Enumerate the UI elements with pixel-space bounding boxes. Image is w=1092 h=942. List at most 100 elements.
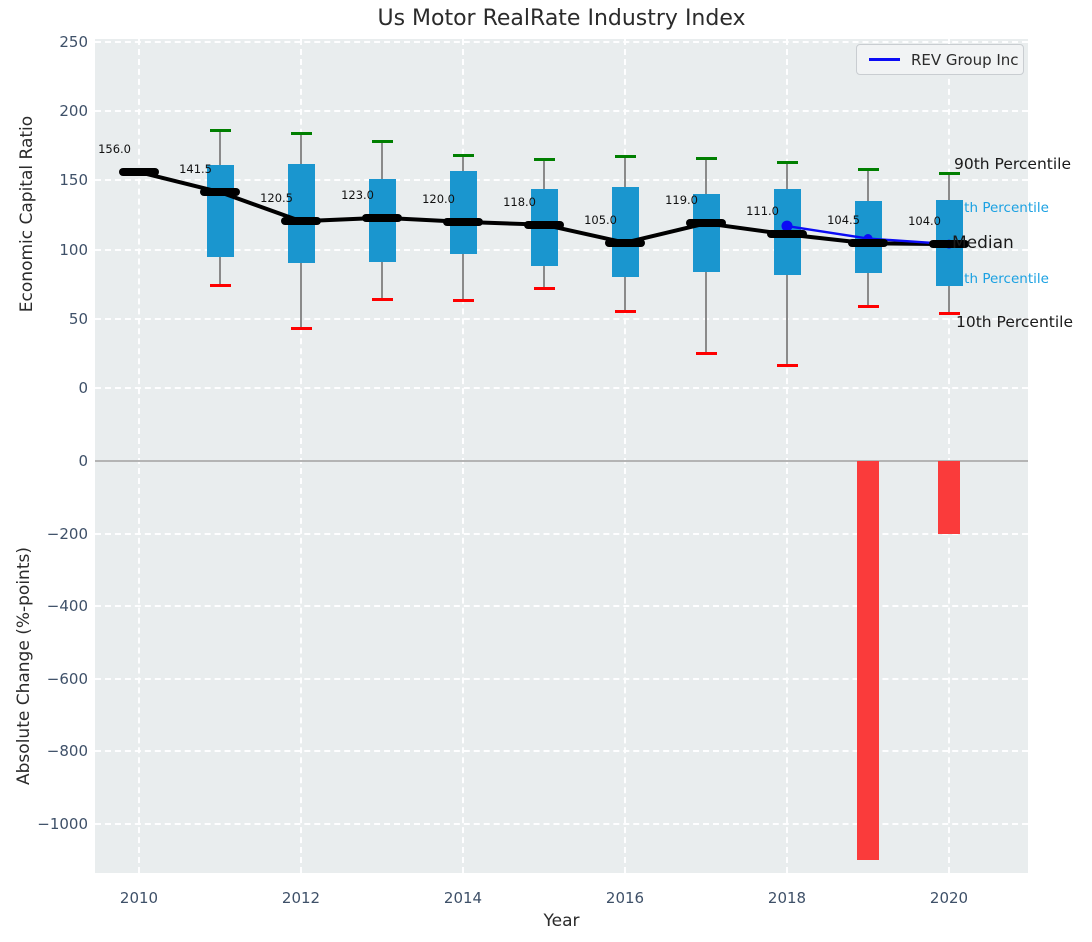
x-tick-2010: 2010 — [119, 889, 159, 907]
median-value-label-2015: 118.0 — [503, 194, 536, 209]
y-tick-bottom--800: −800 — [46, 742, 88, 760]
whisker-cap-high-2020 — [938, 171, 960, 175]
annotation-75th-percentile: 75th Percentile — [947, 200, 1049, 216]
gridline-top-y-0 — [95, 387, 1028, 389]
median-marker-2016 — [605, 238, 645, 247]
gridline-bottom-y--600 — [95, 677, 1028, 680]
whisker-cap-high-2019 — [857, 167, 879, 171]
median-marker-2015 — [524, 220, 564, 229]
gridline-top-y-250 — [95, 41, 1028, 43]
x-tick-2020: 2020 — [929, 889, 969, 907]
bar-2020 — [938, 461, 960, 534]
median-value-label-2014: 120.0 — [422, 191, 455, 206]
annotation-10th-percentile: 10th Percentile — [956, 313, 1074, 331]
y-tick-top-50: 50 — [68, 309, 88, 328]
box-2011 — [206, 165, 234, 257]
median-marker-2014 — [443, 217, 483, 226]
x-tick-2016: 2016 — [605, 889, 645, 907]
whisker-cap-low-2018 — [776, 364, 798, 368]
x-axis-label: Year — [543, 911, 580, 931]
whisker-cap-low-2015 — [533, 286, 555, 290]
median-marker-2013 — [362, 213, 402, 222]
whisker-cap-high-2012 — [290, 131, 312, 135]
whisker-cap-high-2014 — [452, 153, 474, 157]
median-marker-2010 — [119, 168, 159, 177]
y-tick-top-100: 100 — [59, 240, 88, 259]
y-tick-top-250: 250 — [59, 33, 88, 51]
median-marker-2011 — [200, 188, 240, 197]
x-tick-2014: 2014 — [443, 889, 483, 907]
median-value-label-2017: 119.0 — [665, 193, 698, 208]
x-tick-2012: 2012 — [281, 889, 321, 907]
y-tick-bottom--600: −600 — [46, 669, 88, 688]
y-tick-top-200: 200 — [59, 102, 88, 121]
whisker-cap-low-2012 — [290, 326, 312, 330]
legend-line-sample — [869, 58, 900, 61]
median-value-label-2012: 120.5 — [260, 191, 293, 206]
box-2012 — [287, 163, 315, 264]
median-value-label-2013: 123.0 — [341, 187, 374, 202]
y-tick-bottom--200: −200 — [46, 524, 88, 543]
whisker-cap-low-2017 — [695, 351, 717, 355]
gridline-top-y-50 — [95, 317, 1028, 320]
whisker-cap-high-2011 — [209, 129, 231, 133]
median-marker-2017 — [686, 219, 726, 228]
whisker-cap-low-2011 — [209, 284, 231, 288]
legend: REV Group Inc — [856, 44, 1024, 75]
whisker-cap-low-2014 — [452, 299, 474, 303]
gridline-x-2016 — [624, 39, 626, 873]
median-marker-2018 — [767, 230, 807, 239]
gridline-bottom-y--400 — [95, 605, 1028, 607]
median-marker-2019 — [848, 239, 888, 248]
y-tick-bottom--1000: −1000 — [37, 814, 88, 833]
legend-label: REV Group Inc — [911, 50, 1019, 69]
y-tick-top-0: 0 — [78, 379, 88, 397]
zero-line — [95, 460, 1028, 462]
box-2014 — [449, 170, 477, 254]
gridline-bottom-y--1000 — [95, 822, 1028, 825]
whisker-cap-low-2019 — [857, 304, 879, 308]
y-tick-bottom--400: −400 — [46, 597, 88, 615]
median-value-label-2016: 105.0 — [584, 212, 617, 227]
whisker-cap-high-2016 — [614, 155, 636, 159]
box-2016 — [611, 187, 639, 278]
gridline-bottom-y--800 — [95, 750, 1028, 752]
whisker-cap-high-2015 — [533, 158, 555, 162]
y-tick-bottom-0: 0 — [78, 452, 88, 470]
whisker-cap-low-2016 — [614, 310, 636, 314]
median-marker-2020 — [929, 240, 969, 249]
whisker-cap-high-2018 — [776, 160, 798, 164]
gridline-top-y-150 — [95, 179, 1028, 182]
gridline-bottom-y--200 — [95, 532, 1028, 535]
annotation-90th-percentile: 90th Percentile — [954, 155, 1072, 173]
rev-group-point-2018 — [781, 220, 793, 232]
median-value-label-2011: 141.5 — [179, 162, 212, 177]
gridline-x-2014 — [462, 39, 464, 873]
gridline-x-2012 — [300, 39, 302, 873]
gridline-x-2018 — [786, 39, 788, 873]
bottom-y-axis-label: Absolute Change (%-points) — [14, 547, 34, 785]
median-marker-2012 — [281, 217, 321, 226]
whisker-cap-low-2013 — [371, 297, 393, 301]
x-tick-2018: 2018 — [767, 889, 807, 907]
bar-2019 — [857, 461, 879, 860]
annotation-25th-percentile: 25th Percentile — [947, 271, 1049, 287]
chart-title: Us Motor RealRate Industry Index — [377, 6, 746, 31]
median-value-label-2018: 111.0 — [746, 204, 779, 219]
median-value-label-2019: 104.5 — [827, 213, 860, 228]
gridline-top-y-200 — [95, 110, 1028, 113]
whisker-cap-high-2017 — [695, 156, 717, 160]
whisker-cap-high-2013 — [371, 140, 393, 144]
median-value-label-2020: 104.0 — [908, 214, 941, 229]
whisker-cap-low-2020 — [938, 311, 960, 315]
gridline-x-2020 — [948, 39, 950, 873]
y-tick-top-150: 150 — [59, 171, 88, 190]
annotation-median: Median — [952, 233, 1014, 253]
gridline-top-y-100 — [95, 248, 1028, 251]
box-2017 — [692, 194, 720, 272]
gridline-x-2010 — [138, 39, 140, 873]
top-y-axis-label: Economic Capital Ratio — [17, 115, 37, 313]
median-value-label-2010: 156.0 — [98, 142, 131, 157]
